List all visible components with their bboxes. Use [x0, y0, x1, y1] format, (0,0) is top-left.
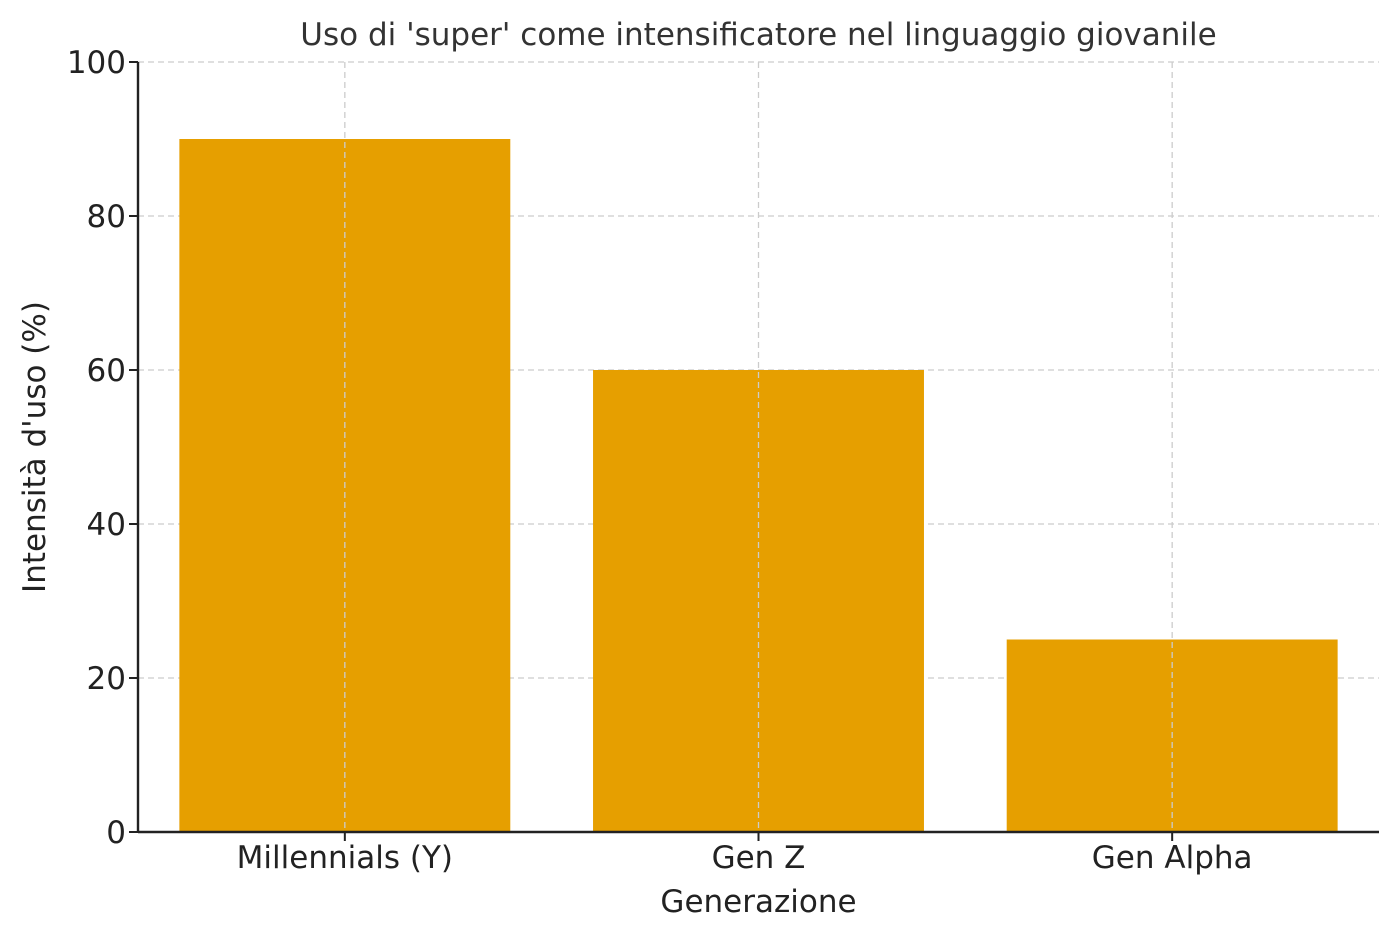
y-tick-label: 80	[87, 199, 126, 235]
axis-ticks: 0 20 40 60 80 100 Millennials (Y) Gen Z Gen Alph…	[67, 45, 1253, 876]
x-tick-label: Gen Alpha	[1092, 840, 1253, 876]
y-tick-label: 100	[67, 45, 126, 81]
y-axis-label: Intensità d'uso (%)	[17, 301, 53, 593]
y-tick-label: 60	[87, 353, 126, 389]
chart-title: Uso di 'super' come intensificatore nel …	[300, 17, 1216, 53]
x-tick-label: Millennials (Y)	[237, 840, 453, 876]
x-tick-label: Gen Z	[712, 840, 806, 876]
x-axis-label: Generazione	[660, 884, 856, 920]
y-tick-label: 0	[106, 815, 126, 851]
y-tick-label: 20	[87, 661, 126, 697]
y-tick-label: 40	[87, 507, 126, 543]
